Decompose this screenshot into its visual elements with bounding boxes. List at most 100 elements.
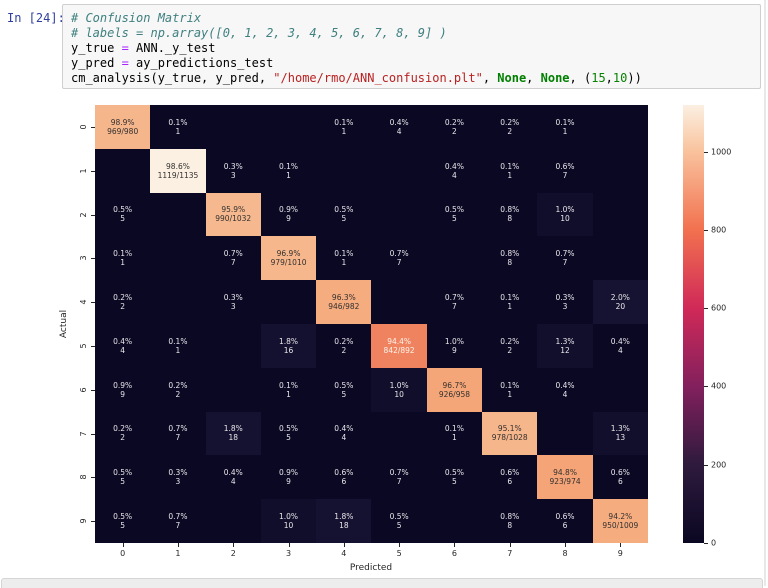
input-prompt: In [24]:: [7, 11, 65, 25]
colorbar-ticks: 0 200 400 600 800 1000: [704, 105, 744, 548]
heatmap-cell: 2.0% 20: [592, 280, 648, 324]
heatmap-cell: 0.1% 1: [426, 411, 483, 456]
colorbar-tick-label: 600: [711, 303, 727, 313]
x-tick-label: 9: [617, 549, 623, 558]
heatmap-cell: 1.8% 16: [260, 323, 317, 368]
heatmap-cell: [592, 367, 648, 412]
heatmap-cell: 0.1% 1: [95, 236, 151, 281]
heatmap-cell: 94.4% 842/892: [371, 323, 427, 368]
heatmap-cell: [205, 105, 261, 149]
heatmap-cell: 0.4% 4: [316, 411, 372, 456]
y-tick-label: 4: [78, 299, 88, 305]
colorbar-tick-label: 800: [711, 225, 727, 235]
heatmap-cell: [150, 192, 206, 237]
heatmap-cell: 0.5% 5: [95, 499, 151, 543]
heatmap-cell: [260, 280, 317, 324]
heatmap-cell: [371, 192, 427, 237]
colorbar: [683, 105, 704, 543]
heatmap-cell: [592, 236, 648, 281]
code-line: # Confusion Matrix: [71, 11, 202, 25]
heatmap-cell: 0.5% 5: [316, 367, 372, 412]
heatmap-cell: 0.1% 1: [482, 280, 538, 324]
heatmap-cell: 95.9% 990/1032: [205, 192, 261, 237]
heatmap-cell: 0.3% 3: [205, 280, 261, 324]
heatmap-cell: 0.2% 2: [150, 367, 206, 412]
heatmap-cell: 94.2% 950/1009: [592, 499, 648, 543]
heatmap-cell: 0.1% 1: [150, 105, 206, 149]
heatmap-cell: 1.0% 10: [260, 499, 317, 543]
heatmap-cell: 0.5% 5: [316, 192, 372, 237]
y-axis-label: Actual: [59, 309, 69, 339]
colorbar-tick-label: 1000: [711, 147, 732, 157]
heatmap-cell: [592, 105, 648, 149]
heatmap-cell: 0.1% 1: [537, 105, 593, 149]
y-tick-label: 8: [78, 474, 88, 480]
heatmap-cell: [426, 236, 483, 281]
heatmap-cell: 0.1% 1: [316, 236, 372, 281]
x-tick-label: 5: [396, 549, 402, 558]
x-axis-label: Predicted: [349, 563, 393, 573]
heatmap-cell: 0.9% 9: [260, 455, 317, 500]
heatmap-cell: [205, 499, 261, 543]
x-tick-label: 6: [451, 549, 457, 558]
heatmap-cell: [537, 411, 593, 456]
heatmap-cell: 0.2% 2: [482, 105, 538, 149]
y-tick-label: 5: [78, 343, 88, 349]
heatmap-cell: 0.2% 2: [95, 280, 151, 324]
code-editor[interactable]: # Confusion Matrix # labels = np.array([0…: [71, 11, 756, 86]
heatmap-cell: 0.4% 4: [537, 367, 593, 412]
heatmap-cell: 0.9% 9: [260, 192, 317, 237]
y-tick-label: 2: [78, 211, 88, 218]
heatmap-cell: 0.9% 9: [95, 367, 151, 412]
next-cell-strip[interactable]: [1, 578, 763, 588]
code-line: y_pred = ay_predictions_test: [71, 56, 274, 70]
heatmap-cell: 0.4% 4: [426, 148, 483, 193]
y-tick-label: 3: [78, 255, 88, 261]
heatmap-cell: [371, 411, 427, 456]
heatmap-cell: [150, 236, 206, 281]
heatmap-cell: 0.6% 6: [592, 455, 648, 500]
heatmap-cell: 1.0% 9: [426, 323, 483, 368]
code-line: # labels = np.array([0, 1, 2, 3, 4, 5, 6…: [71, 26, 447, 40]
heatmap-cell: 0.5% 5: [95, 455, 151, 500]
heatmap-cell: 98.9% 969/980: [95, 105, 151, 149]
heatmap-cell: 1.8% 18: [316, 499, 372, 543]
y-tick-label: 1: [78, 168, 88, 174]
heatmap-cell: [95, 148, 151, 193]
heatmap-cell: 1.0% 10: [371, 367, 427, 412]
x-tick-label: 4: [341, 549, 347, 558]
heatmap-cell: 0.6% 7: [537, 148, 593, 193]
heatmap-cell: 0.2% 2: [95, 411, 151, 456]
heatmap-cell: 0.7% 7: [150, 499, 206, 543]
heatmap-cell: 0.6% 6: [482, 455, 538, 500]
heatmap-cell: 0.8% 8: [482, 499, 538, 543]
y-tick-label: 0: [78, 124, 88, 130]
x-tick-label: 1: [175, 549, 181, 558]
heatmap-cell: 1.8% 18: [205, 411, 261, 456]
heatmap-cell: 96.3% 946/982: [316, 280, 372, 324]
x-axis-ticks: 0 1 2 3 4 5 6 7 8 9: [95, 543, 648, 563]
colorbar-tick-label: 0: [711, 538, 717, 548]
heatmap-cell: 0.8% 8: [482, 236, 538, 281]
x-tick-label: 3: [286, 549, 292, 558]
y-tick-label: 6: [78, 387, 88, 393]
heatmap: 98.9% 969/980 0.1% 1 0.1% 1 0.4% 4 0.2% 2 0.2% 2 0.1…: [95, 105, 648, 543]
heatmap-cell: [205, 323, 261, 368]
heatmap-cell: 1.3% 13: [592, 411, 648, 456]
heatmap-cell: 0.8% 8: [482, 192, 538, 237]
page-edge: [764, 0, 766, 586]
heatmap-cell: 0.1% 1: [316, 105, 372, 149]
heatmap-cell: 96.7% 926/958: [426, 367, 483, 412]
heatmap-cell: 0.5% 5: [371, 499, 427, 543]
heatmap-cell: 0.1% 1: [150, 323, 206, 368]
heatmap-cell: 94.8% 923/974: [537, 455, 593, 500]
heatmap-cell: 0.7% 7: [205, 236, 261, 281]
heatmap-cell: 0.7% 7: [150, 411, 206, 456]
heatmap-cell: [592, 192, 648, 237]
heatmap-cell: 0.4% 4: [592, 323, 648, 368]
heatmap-cell: 98.6% 1119/1135: [150, 148, 206, 193]
heatmap-cell: 0.1% 1: [260, 367, 317, 412]
heatmap-cell: 0.3% 3: [205, 148, 261, 193]
code-cell-input[interactable]: # Confusion Matrix # labels = np.array([0…: [62, 4, 761, 89]
